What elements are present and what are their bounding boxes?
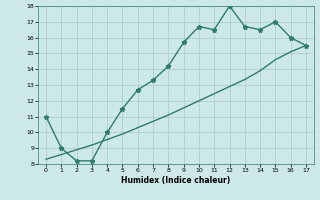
X-axis label: Humidex (Indice chaleur): Humidex (Indice chaleur) xyxy=(121,176,231,185)
